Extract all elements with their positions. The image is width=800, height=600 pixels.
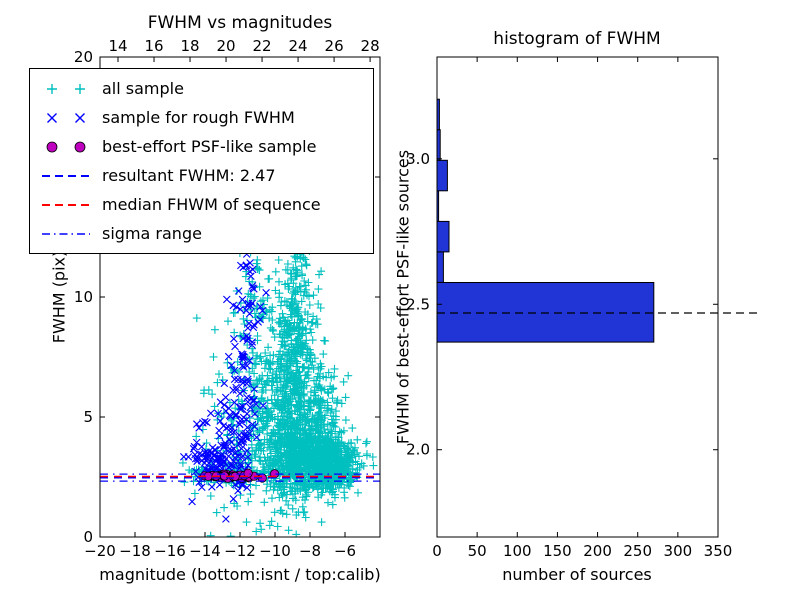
circle-marker-icon xyxy=(46,141,86,152)
legend-entry: sigma range xyxy=(38,219,373,248)
scatter-data-layer xyxy=(100,71,380,537)
histogram-xlabel: number of sources xyxy=(502,565,652,584)
dashdot-marker-icon xyxy=(42,232,90,235)
top-x-tick-label: 18 xyxy=(180,37,199,55)
x-tick-label: −18 xyxy=(119,542,151,560)
x-tick-label: −12 xyxy=(224,542,256,560)
histogram-data-layer xyxy=(436,98,762,343)
hist-x-tick-label: 0 xyxy=(432,542,442,560)
hist-bar xyxy=(436,251,444,283)
top-x-tick-label: 20 xyxy=(216,37,235,55)
scatter-xlabel: magnitude (bottom:isnt / top:calib) xyxy=(99,565,381,584)
y-tick-label: 10 xyxy=(74,288,93,306)
hist-y-tick-label: 2.0 xyxy=(406,441,430,459)
legend: all sample sample for rough FWHM best-effo… xyxy=(29,68,374,254)
hist-y-tick-label: 2.5 xyxy=(406,295,430,313)
legend-entry: median FHWM of sequence xyxy=(38,190,373,219)
hist-x-tick-label: 150 xyxy=(543,542,572,560)
hist-x-tick-label: 350 xyxy=(704,542,733,560)
top-x-tick-label: 16 xyxy=(144,37,163,55)
hist-y-tick-label: 3.0 xyxy=(406,150,430,168)
top-x-tick-label: 28 xyxy=(361,37,380,55)
hist-x-tick-label: 300 xyxy=(664,542,693,560)
plus-marker-icon xyxy=(47,83,85,94)
legend-entry: best-effort PSF-like sample xyxy=(38,132,373,161)
hist-x-tick-label: 50 xyxy=(468,542,487,560)
y-tick-label: 5 xyxy=(83,408,93,426)
x-tick-label: −20 xyxy=(84,542,116,560)
legend-label: best-effort PSF-like sample xyxy=(102,137,317,156)
legend-entry: all sample xyxy=(38,74,373,103)
hist-bar xyxy=(436,220,450,253)
x-tick-label: −6 xyxy=(334,542,356,560)
legend-label: all sample xyxy=(102,79,184,98)
legend-label: resultant FWHM: 2.47 xyxy=(102,166,276,185)
legend-label: median FHWM of sequence xyxy=(102,195,321,214)
histogram-ylabel: FWHM of best-effort PSF-like sources xyxy=(393,149,413,445)
rough-fwhm-sample xyxy=(180,221,270,523)
scatter-ylabel: FWHM (pix) xyxy=(49,250,69,344)
dashed-marker-icon xyxy=(42,174,90,177)
top-x-tick-label: 26 xyxy=(325,37,344,55)
x-marker-icon xyxy=(47,112,85,123)
histogram-title: histogram of FWHM xyxy=(493,29,661,49)
dashed-marker-icon xyxy=(42,203,90,206)
legend-label: sample for rough FWHM xyxy=(102,108,295,127)
x-tick-label: −8 xyxy=(299,542,321,560)
legend-entry: resultant FWHM: 2.47 xyxy=(38,161,373,190)
top-x-tick-label: 22 xyxy=(253,37,272,55)
y-tick-label: 0 xyxy=(83,528,93,546)
x-tick-label: −14 xyxy=(189,542,221,560)
legend-label: sigma range xyxy=(102,224,202,243)
hist-bar xyxy=(436,159,448,192)
scatter-title: FWHM vs magnitudes xyxy=(147,13,333,33)
top-x-tick-label: 24 xyxy=(289,37,308,55)
hist-x-tick-label: 100 xyxy=(503,542,532,560)
histogram-axes-frame xyxy=(436,56,719,538)
top-x-tick-label: 14 xyxy=(108,37,127,55)
legend-entry: sample for rough FWHM xyxy=(38,103,373,132)
hist-x-tick-label: 250 xyxy=(623,542,652,560)
y-tick-label: 20 xyxy=(74,48,93,66)
x-tick-label: −10 xyxy=(259,542,291,560)
hist-x-tick-label: 200 xyxy=(583,542,612,560)
hist-bar xyxy=(436,282,655,343)
x-tick-label: −16 xyxy=(154,542,186,560)
